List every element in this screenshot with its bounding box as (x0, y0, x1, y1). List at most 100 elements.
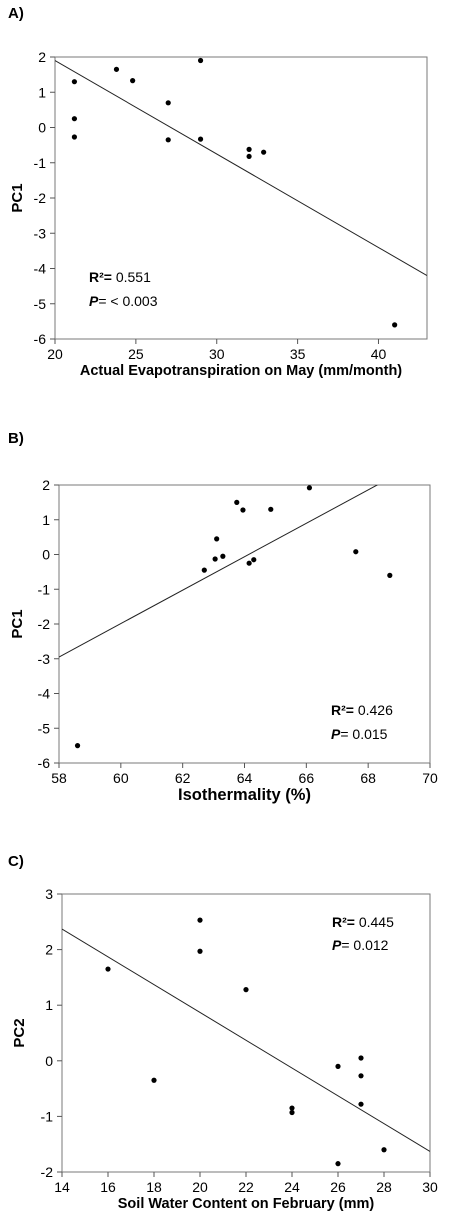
data-point (105, 966, 111, 972)
y-tick-label: -2 (41, 1164, 54, 1180)
data-point (246, 146, 252, 152)
x-axis-label: Actual Evapotranspiration on May (mm/mon… (80, 363, 402, 379)
y-tick-label: -3 (38, 651, 51, 667)
y-axis-label: PC1 (9, 183, 26, 212)
x-axis-label: Isothermality (%) (178, 786, 311, 804)
x-tick-label: 58 (51, 770, 67, 786)
y-axis-label: PC2 (11, 1018, 28, 1047)
y-tick-label: 3 (45, 886, 53, 902)
chart-panel-2: C) -2 -1 0 1 2 3 14 16 18 20 22 24 26 28 30 Soil Water C… (8, 853, 438, 1212)
y-tick-label: 0 (45, 1053, 53, 1069)
x-tick-label: 24 (284, 1179, 300, 1195)
data-point (289, 1109, 295, 1116)
x-tick-label: 28 (376, 1179, 392, 1195)
panel-label: C) (8, 853, 24, 870)
data-point (197, 917, 203, 923)
data-point (165, 137, 171, 143)
x-tick-label: 62 (175, 770, 191, 786)
y-tick-label: 1 (45, 997, 53, 1013)
y-tick-label: -5 (38, 720, 51, 736)
data-point (197, 948, 203, 954)
data-point (246, 153, 252, 160)
panel-label: B) (8, 430, 24, 447)
data-point (246, 560, 252, 566)
x-tick-label: 35 (290, 346, 306, 362)
x-tick-label: 20 (192, 1179, 208, 1195)
x-tick-label: 66 (299, 770, 315, 786)
data-point (358, 1101, 364, 1107)
y-tick-label: 2 (42, 477, 50, 493)
y-tick-label: -6 (34, 331, 47, 347)
y-tick-label: -1 (34, 155, 47, 171)
data-point (289, 1105, 295, 1111)
x-tick-label: 14 (54, 1179, 70, 1195)
data-point (335, 1063, 341, 1069)
y-tick-label: -2 (38, 616, 51, 632)
y-tick-label: -5 (34, 296, 47, 312)
data-point (392, 322, 398, 328)
data-point (353, 549, 359, 555)
x-tick-label: 18 (146, 1179, 162, 1195)
regression-line (59, 485, 379, 658)
y-tick-label: -3 (34, 225, 47, 241)
y-tick-label: -1 (41, 1108, 54, 1124)
data-point (387, 572, 393, 578)
x-tick-label: 25 (128, 346, 144, 362)
p-value-annotation: P= 0.012 (332, 937, 389, 953)
x-tick-label: 30 (209, 346, 225, 362)
regression-line (62, 928, 430, 1152)
data-point (381, 1147, 387, 1153)
data-point (212, 556, 218, 562)
p-value-annotation: P= 0.015 (331, 726, 388, 742)
y-tick-label: -4 (34, 261, 47, 277)
y-tick-label: 0 (38, 120, 46, 136)
chart-panel-1: B) -6 -5 -4 -3 -2 -1 0 1 2 58 60 62 64 66 68 70 Isotherma… (8, 430, 438, 804)
y-tick-label: 2 (38, 49, 46, 65)
data-point (240, 507, 246, 513)
y-tick-label: 1 (42, 512, 50, 528)
data-point (261, 149, 267, 155)
data-point (234, 499, 240, 505)
x-tick-label: 16 (100, 1179, 116, 1195)
r-squared-annotation: R²= 0.426 (331, 702, 393, 718)
p-value-annotation: P= < 0.003 (89, 293, 158, 309)
plot-frame (58, 484, 431, 764)
y-tick-label: -2 (34, 190, 47, 206)
data-point (358, 1055, 364, 1061)
x-tick-label: 70 (422, 770, 438, 786)
x-tick-label: 20 (47, 346, 63, 362)
data-point (130, 78, 136, 84)
data-point (306, 485, 313, 491)
y-tick-label: 1 (38, 84, 46, 100)
data-point (268, 506, 274, 512)
x-tick-label: 26 (330, 1179, 346, 1195)
data-point (71, 79, 78, 85)
data-point (214, 536, 220, 542)
y-tick-label: -1 (38, 581, 51, 597)
regression-line (55, 60, 427, 276)
x-tick-label: 40 (371, 346, 387, 362)
y-tick-label: -6 (38, 755, 51, 771)
y-tick-label: -4 (38, 686, 51, 702)
data-point (74, 743, 81, 749)
data-point (358, 1073, 364, 1079)
data-point (197, 57, 204, 64)
x-tick-label: 60 (113, 770, 129, 786)
y-axis-label: PC1 (9, 609, 26, 638)
x-axis-label: Soil Water Content on February (mm) (118, 1196, 375, 1212)
data-point (335, 1161, 341, 1167)
r-squared-annotation: R²= 0.551 (89, 269, 151, 285)
data-point (71, 116, 78, 122)
panel-label: A) (8, 5, 24, 22)
y-tick-label: 2 (45, 942, 53, 958)
data-point (71, 134, 78, 140)
data-point (251, 557, 257, 563)
x-tick-label: 64 (237, 770, 253, 786)
data-point (165, 100, 171, 106)
x-tick-label: 30 (422, 1179, 438, 1195)
plot-frame (61, 893, 431, 1173)
x-tick-label: 68 (360, 770, 376, 786)
r-squared-annotation: R²= 0.445 (332, 914, 394, 930)
y-tick-label: 0 (42, 547, 50, 563)
